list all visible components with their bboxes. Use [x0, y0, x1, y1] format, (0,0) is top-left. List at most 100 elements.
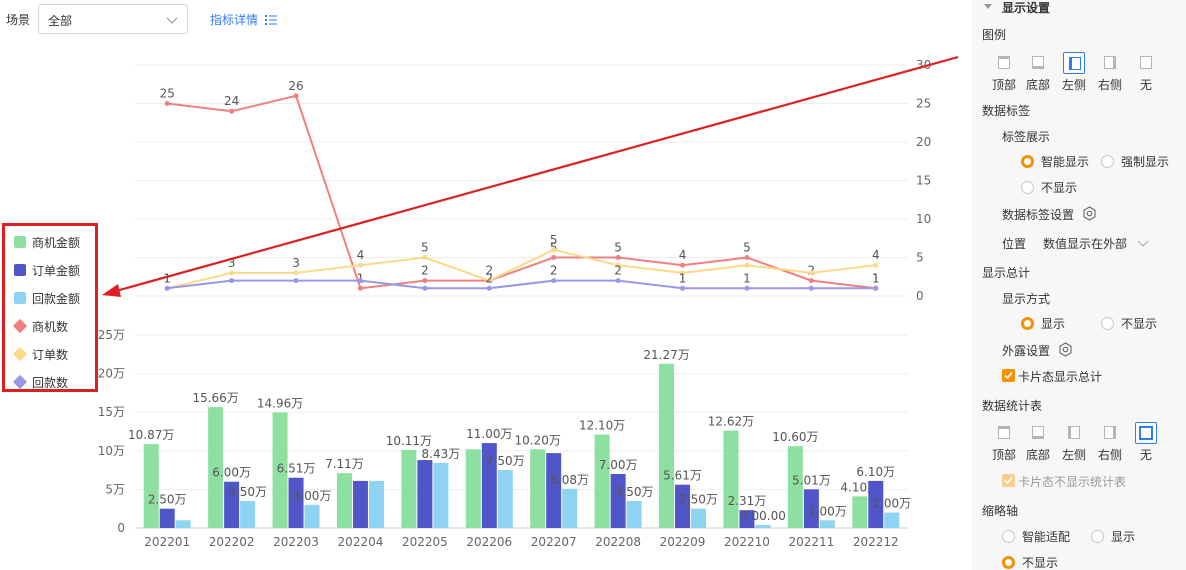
bar-data-label: 21.27万 — [643, 348, 689, 362]
smart-display-radio[interactable] — [1021, 155, 1034, 168]
line-data-label: 3 — [228, 256, 236, 270]
legend-label: 商机金额 — [32, 235, 81, 250]
card-hide-stats-label: 卡片态不显示统计表 — [1018, 475, 1127, 489]
legend-swatch — [14, 236, 26, 248]
line-point — [229, 108, 235, 114]
bar-data-label: 2.50万 — [148, 493, 187, 507]
bar-data-label: 12.10万 — [579, 419, 625, 433]
thumb-show-radio[interactable] — [1091, 530, 1104, 543]
label-display-title: 标签展示 — [1002, 130, 1051, 144]
smart-display-label: 智能显示 — [1041, 155, 1090, 169]
bar-data-label: 6.51万 — [277, 462, 316, 476]
legend-item[interactable]: 商机数 — [12, 312, 95, 340]
line-series-1 — [167, 94, 876, 290]
bar-data-label: 3.00万 — [293, 489, 332, 503]
total-show-radio[interactable] — [1021, 317, 1034, 330]
card-show-total-label: 卡片态显示总计 — [1018, 370, 1103, 384]
line-data-label: 4 — [679, 248, 687, 262]
line-data-label: 2 — [485, 271, 493, 285]
card-hide-stats-checkbox[interactable] — [1002, 474, 1015, 487]
line-data-label: 2 — [485, 264, 493, 278]
stats-pos-right-icon[interactable] — [1099, 422, 1121, 444]
bar-data-label: 0.00.00 — [740, 509, 786, 523]
bar-2 — [481, 443, 497, 528]
legend-pos-right-icon[interactable] — [1099, 52, 1121, 74]
thumb-hide-label: 不显示 — [1022, 556, 1059, 570]
bar-1 — [787, 446, 803, 528]
stats-pos-left-label: 左侧 — [1061, 448, 1086, 462]
data-label-section-title: 数据标签 — [982, 104, 1031, 118]
stats-pos-none-label: 无 — [1139, 448, 1152, 462]
display-mode-title: 显示方式 — [1002, 292, 1051, 306]
line-data-label: 4 — [872, 248, 880, 262]
bar-1 — [852, 496, 868, 528]
stats-pos-left-icon[interactable] — [1063, 422, 1085, 444]
collapse-caret-icon[interactable] — [984, 4, 992, 10]
gear-icon[interactable] — [1058, 342, 1073, 357]
total-hide-radio[interactable] — [1101, 317, 1114, 330]
gear-icon[interactable] — [1082, 206, 1097, 221]
bar-axis-tick-label: 20万 — [98, 367, 125, 381]
legend-item[interactable]: 商机金额 — [14, 228, 95, 256]
legend-label: 商机数 — [32, 319, 69, 334]
thumb-section-title: 缩略轴 — [982, 504, 1019, 518]
bar-axis-tick-label: 15万 — [98, 405, 125, 419]
line-data-label: 25 — [160, 87, 175, 101]
position-select[interactable]: 数值显示在外部 — [1043, 235, 1149, 252]
no-display-radio[interactable] — [1021, 181, 1034, 194]
layout-box — [1032, 426, 1044, 439]
legend-item[interactable]: 订单数 — [12, 340, 95, 368]
line-point — [680, 262, 686, 268]
bar-data-label: 10.20万 — [515, 433, 561, 447]
line-data-label: 1 — [872, 271, 880, 285]
legend-pos-none-label: 无 — [1139, 78, 1152, 92]
bar-1 — [723, 430, 739, 528]
stats-pos-none-icon[interactable] — [1135, 422, 1157, 444]
line-axis-tick-label: 20 — [916, 135, 931, 149]
legend-pos-top-icon[interactable] — [993, 52, 1015, 74]
thumb-hide-radio[interactable] — [1002, 556, 1015, 569]
line-point — [357, 285, 363, 291]
layout-box — [1104, 426, 1116, 439]
scene-select[interactable]: 全部 — [38, 4, 188, 34]
line-point — [293, 93, 299, 99]
line-point — [229, 270, 235, 276]
line-point — [873, 285, 879, 291]
bar-data-label: 15.66万 — [192, 391, 238, 405]
legend-item[interactable]: 订单金额 — [14, 256, 95, 284]
legend-label: 订单金额 — [32, 263, 81, 278]
bar-1 — [659, 363, 675, 528]
bar-3 — [884, 512, 900, 528]
bar-data-label: 10.11万 — [386, 434, 432, 448]
legend-item[interactable]: 回款金额 — [14, 284, 95, 312]
smart-fit-radio[interactable] — [1002, 530, 1015, 543]
legend-label: 订单数 — [32, 347, 69, 362]
stats-pos-bottom-icon[interactable] — [1027, 422, 1049, 444]
force-display-radio[interactable] — [1101, 155, 1114, 168]
bar-data-label: 12.62万 — [708, 415, 754, 429]
bar-data-label: 5.01万 — [792, 473, 831, 487]
legend-pos-left-icon[interactable] — [1063, 52, 1085, 74]
bar-data-label: 11.00万 — [466, 427, 512, 441]
x-axis-tick-label: 202212 — [853, 535, 899, 549]
stats-pos-top-icon[interactable] — [993, 422, 1015, 444]
bar-3 — [497, 470, 513, 528]
line-data-label: 4 — [357, 248, 365, 262]
line-data-label: 26 — [288, 79, 303, 93]
legend-item[interactable]: 回款数 — [12, 368, 95, 396]
thumb-show-label: 显示 — [1111, 530, 1136, 544]
legend-pos-none-icon[interactable] — [1135, 52, 1157, 74]
legend-pos-bottom-icon[interactable] — [1027, 52, 1049, 74]
bar-3 — [691, 508, 707, 528]
x-axis-tick-label: 202206 — [466, 535, 512, 549]
no-display-label: 不显示 — [1041, 181, 1078, 195]
total-section-title: 显示总计 — [982, 266, 1031, 280]
bar-data-label: 7.11万 — [325, 457, 364, 471]
metric-details-link[interactable]: 指标详情 — [210, 11, 277, 28]
metric-details-label: 指标详情 — [210, 13, 259, 27]
bar-1 — [272, 412, 288, 528]
legend-swatch — [12, 318, 28, 334]
expose-settings-title: 外露设置 — [1002, 344, 1051, 358]
bar-data-label: 3.50万 — [228, 485, 267, 499]
card-show-total-checkbox[interactable] — [1002, 369, 1015, 382]
